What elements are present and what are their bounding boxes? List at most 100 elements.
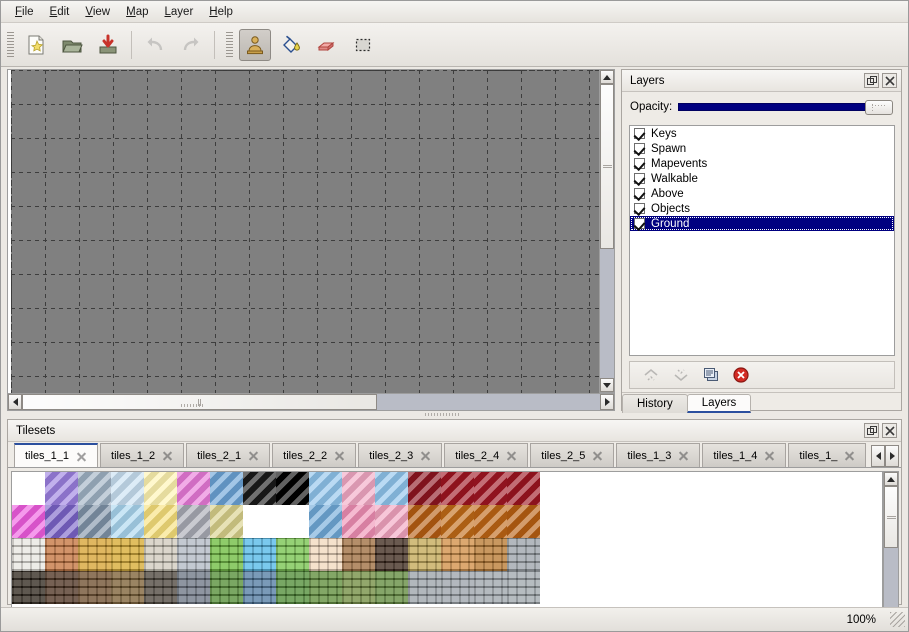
canvas-vertical-scroll-thumb[interactable] [600,84,614,249]
tile-swatch[interactable] [45,571,78,604]
layer-row[interactable]: Keys [630,126,894,141]
layer-visibility-checkbox[interactable] [634,188,645,199]
tile-swatch[interactable] [210,472,243,505]
tile-swatch[interactable] [276,472,309,505]
bucket-fill-tool[interactable] [275,29,307,61]
layer-visibility-checkbox[interactable] [634,203,645,214]
tileset-tab[interactable]: tiles_2_5 [530,443,615,467]
tileset-tab[interactable]: tiles_2_2 [272,443,357,467]
tile-swatch[interactable] [144,538,177,571]
duplicate-layer-button[interactable] [698,364,724,386]
dock-tab-layers[interactable]: Layers [686,394,752,413]
map-canvas-viewport[interactable] [7,69,615,411]
canvas-splitter-grip[interactable] [181,404,205,407]
tile-swatch[interactable] [408,505,441,538]
save-map-button[interactable] [92,29,124,61]
tile-swatch[interactable] [210,505,243,538]
tile-swatch[interactable] [441,472,474,505]
tileset-scroll-up-arrow[interactable] [884,472,898,486]
tileset-tab[interactable]: tiles_1_3 [616,443,701,467]
tile-swatch[interactable] [210,571,243,604]
tile-swatch[interactable] [309,538,342,571]
close-icon[interactable] [882,423,897,438]
tile-swatch[interactable] [507,505,540,538]
eraser-tool[interactable] [311,29,343,61]
tile-swatch[interactable] [243,472,276,505]
tile-swatch[interactable] [342,472,375,505]
tile-swatch[interactable] [177,571,210,604]
layer-visibility-checkbox[interactable] [634,143,645,154]
tile-swatch[interactable] [276,571,309,604]
menu-item-layer[interactable]: Layer [164,5,194,18]
tile-swatch[interactable] [12,538,45,571]
layer-list[interactable]: Keys Spawn Mapevents Walkable Above Objects Gr… [629,125,895,356]
tile-swatch[interactable] [12,505,45,538]
tileset-tabs-scroll-right-button[interactable] [885,445,899,467]
tile-swatch[interactable] [144,472,177,505]
tileset-tab[interactable]: tiles_2_4 [444,443,529,467]
scroll-up-arrow[interactable] [600,70,614,84]
tile-swatch[interactable] [375,538,408,571]
tile-swatch[interactable] [111,472,144,505]
tile-swatch[interactable] [177,538,210,571]
tile-swatch[interactable] [309,472,342,505]
tileset-tab-close-icon[interactable] [592,450,603,461]
tile-swatch[interactable] [309,571,342,604]
horizontal-splitter-grip[interactable] [425,413,461,416]
tile-swatch[interactable] [78,571,111,604]
layer-row[interactable]: Ground [630,216,894,231]
tileset-tabs-scroll-left-button[interactable] [871,445,885,467]
tileset-vertical-scrollbar[interactable] [883,471,899,623]
tileset-view[interactable] [11,471,883,623]
tileset-tab-close-icon[interactable] [76,451,87,462]
scroll-left-arrow[interactable] [8,394,22,410]
tile-swatch[interactable] [276,538,309,571]
menu-item-file[interactable]: File [15,5,34,18]
tile-swatch[interactable] [144,571,177,604]
tile-swatch[interactable] [474,538,507,571]
toolbar-grip[interactable] [7,31,14,58]
opacity-slider[interactable] [678,99,893,115]
tile-swatch[interactable] [45,538,78,571]
tile-swatch[interactable] [111,505,144,538]
canvas-vertical-scrollbar[interactable] [599,69,615,393]
tile-swatch[interactable] [408,472,441,505]
move-layer-down-button[interactable] [668,364,694,386]
tile-swatch[interactable] [177,472,210,505]
menu-item-map[interactable]: Map [126,5,149,18]
layer-visibility-checkbox[interactable] [634,128,645,139]
tile-swatch[interactable] [474,505,507,538]
tile-swatch[interactable] [144,505,177,538]
layer-visibility-checkbox[interactable] [634,218,645,229]
map-canvas[interactable] [11,70,603,410]
layer-row[interactable]: Spawn [630,141,894,156]
tileset-tab-close-icon[interactable] [764,450,775,461]
tileset-tab-close-icon[interactable] [248,450,259,461]
delete-layer-button[interactable] [728,364,754,386]
scroll-right-arrow[interactable] [600,394,614,410]
menu-item-view[interactable]: View [85,5,111,18]
tile-swatch[interactable] [243,505,276,538]
layer-row[interactable]: Above [630,186,894,201]
tile-swatch[interactable] [177,505,210,538]
tile-swatch[interactable] [111,571,144,604]
undock-icon[interactable] [864,73,879,88]
tile-swatch[interactable] [342,571,375,604]
rectangle-select-tool[interactable] [347,29,379,61]
tile-swatch[interactable] [441,505,474,538]
tile-swatch[interactable] [12,472,45,505]
redo-button[interactable] [175,29,207,61]
tile-swatch[interactable] [507,538,540,571]
tile-swatch[interactable] [375,472,408,505]
layer-visibility-checkbox[interactable] [634,173,645,184]
tile-swatch[interactable] [507,571,540,604]
tileset-tab-close-icon[interactable] [334,450,345,461]
tile-swatch[interactable] [342,505,375,538]
tile-swatch[interactable] [408,538,441,571]
scroll-down-arrow[interactable] [600,378,614,392]
tile-swatch[interactable] [45,505,78,538]
tile-swatch[interactable] [210,538,243,571]
tileset-tab-close-icon[interactable] [844,450,855,461]
canvas-horizontal-scrollbar[interactable] [7,393,615,411]
tileset-tab[interactable]: tiles_2_1 [186,443,271,467]
